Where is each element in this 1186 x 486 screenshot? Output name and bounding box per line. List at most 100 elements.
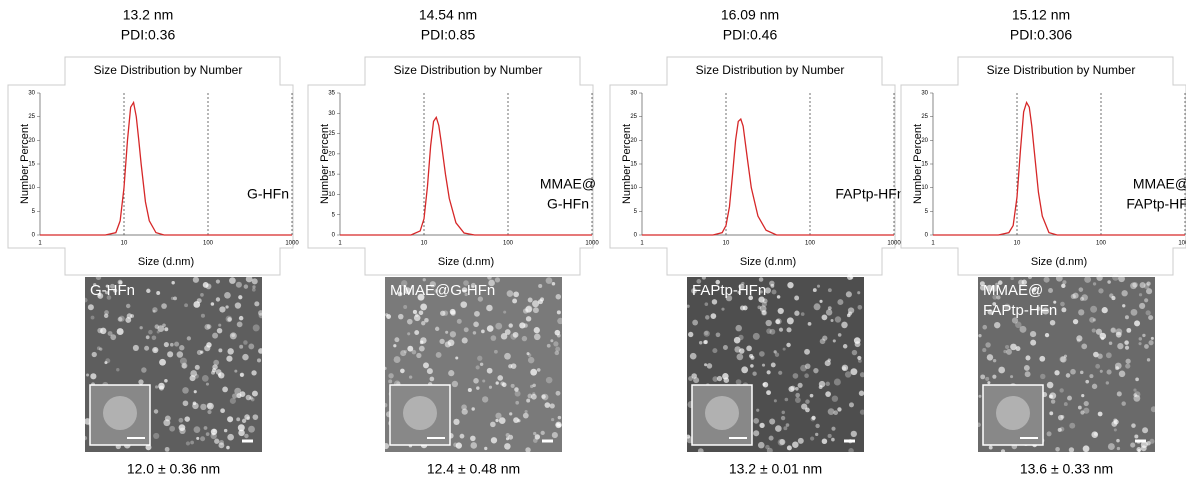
particle [144, 346, 149, 351]
particle [774, 399, 777, 402]
particle [388, 373, 393, 378]
particle [1073, 319, 1078, 324]
size-value: 13.2 nm [123, 7, 174, 23]
particle [495, 419, 498, 422]
particle [1119, 371, 1126, 378]
particle [688, 332, 693, 337]
particle [1135, 378, 1139, 382]
particle [393, 344, 396, 347]
particle [430, 377, 435, 382]
particle [771, 284, 775, 288]
particle [403, 305, 407, 309]
particle [204, 426, 208, 430]
figure: 13.2 nmPDI:0.36Size Distribution by Numb… [0, 0, 1186, 481]
size-value: 15.12 nm [1012, 7, 1070, 23]
particle [487, 368, 493, 374]
particle [1110, 327, 1116, 333]
particle [1141, 445, 1147, 451]
particle [495, 277, 500, 282]
particle [206, 432, 210, 436]
particle [92, 352, 97, 357]
particle [992, 375, 996, 379]
particle [1061, 284, 1065, 288]
particle [817, 285, 820, 288]
particle [211, 371, 215, 375]
particle [156, 291, 160, 295]
particle [843, 344, 848, 349]
size-value: 16.09 nm [721, 7, 779, 23]
particle [1005, 345, 1009, 349]
particle [1079, 287, 1084, 292]
particle [1140, 282, 1146, 288]
particle [541, 394, 545, 398]
particle [860, 409, 865, 414]
particle [982, 325, 987, 330]
particle [811, 416, 815, 420]
chart-frame [308, 57, 593, 275]
particle [1030, 331, 1036, 337]
particle [482, 396, 488, 402]
particle [90, 373, 96, 379]
particle [808, 322, 812, 326]
particle [712, 376, 718, 382]
image-label: G-HFn [90, 282, 135, 299]
particle [704, 340, 708, 344]
particle [224, 292, 231, 299]
particle [235, 302, 241, 308]
particle [196, 437, 199, 440]
particle [448, 370, 454, 376]
particle [474, 311, 480, 317]
inset-particle [403, 396, 437, 430]
particle [383, 443, 389, 449]
particle [238, 295, 242, 299]
x-tick-label: 10 [723, 241, 730, 247]
particle [1100, 333, 1107, 340]
particle [487, 325, 494, 332]
particle [1001, 449, 1005, 453]
particle [781, 416, 785, 420]
particle [1003, 350, 1006, 353]
particle [849, 402, 854, 407]
particle [1139, 342, 1142, 345]
particle [815, 433, 818, 436]
particle [1024, 365, 1030, 371]
particle [140, 326, 143, 329]
particle [1048, 288, 1053, 293]
particle [980, 374, 985, 379]
particle [757, 306, 761, 310]
particle [833, 339, 836, 342]
particle [1146, 288, 1152, 294]
particle [511, 384, 515, 388]
particle [1045, 333, 1049, 337]
particle [831, 319, 834, 322]
particle [987, 354, 993, 360]
particle [753, 418, 759, 424]
particle [162, 323, 166, 327]
x-tick-label: 100 [203, 241, 214, 247]
particle [819, 300, 822, 303]
particle [487, 275, 492, 280]
particle [734, 346, 740, 352]
particle [785, 398, 789, 402]
particle [155, 324, 159, 328]
particle [705, 315, 709, 319]
particle [227, 348, 233, 354]
particle [195, 365, 200, 370]
particle [414, 330, 419, 335]
image-label: FAPtp-HFn [692, 282, 766, 299]
particle [1115, 366, 1119, 370]
particle [500, 381, 504, 385]
x-tick-label: 100 [1096, 241, 1107, 247]
particle [707, 363, 712, 368]
particle [197, 350, 202, 355]
particle [383, 367, 386, 370]
particle [207, 324, 212, 329]
particle [860, 372, 865, 377]
particle [1081, 394, 1084, 397]
particle [1126, 328, 1131, 333]
y-tick-label: 30 [328, 111, 335, 117]
particle [513, 291, 519, 297]
particle [412, 350, 417, 355]
particle [771, 363, 776, 368]
inset-particle [996, 396, 1030, 430]
